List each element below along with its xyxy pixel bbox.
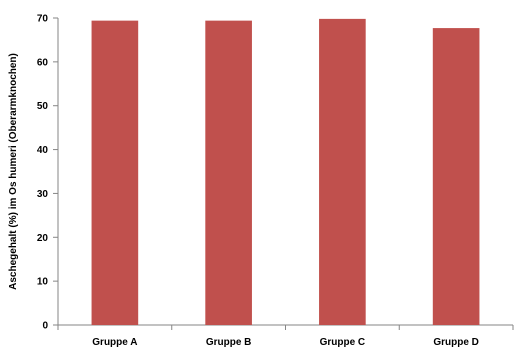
y-tick-label: 30 xyxy=(37,189,49,200)
bars xyxy=(91,18,480,326)
y-tick-label: 20 xyxy=(37,233,49,244)
bar-gruppe-c xyxy=(319,18,366,326)
y-tick-label: 60 xyxy=(37,57,49,68)
y-tick-label: 40 xyxy=(37,145,49,156)
y-tick-label: 50 xyxy=(37,101,49,112)
x-axis-labels: Gruppe A Gruppe B Gruppe C Gruppe D xyxy=(92,337,479,348)
x-tick-label: Gruppe D xyxy=(433,337,479,348)
bar-gruppe-d xyxy=(432,28,480,325)
x-tick-label: Gruppe B xyxy=(206,337,252,348)
y-tick-label: 0 xyxy=(42,321,48,332)
bar-gruppe-b xyxy=(205,20,252,325)
y-axis-title-group: Aschegehalt (%) im Os humeri (Oberarmkno… xyxy=(8,53,19,290)
bar-gruppe-a xyxy=(91,20,139,325)
x-tick-label: Gruppe C xyxy=(320,337,366,348)
y-tick-label: 10 xyxy=(37,277,49,288)
y-axis-title: Aschegehalt (%) im Os humeri (Oberarmkno… xyxy=(8,53,19,290)
y-axis-ticks: 0 10 20 30 40 50 60 70 xyxy=(37,14,58,332)
y-tick-label: 70 xyxy=(37,14,49,25)
x-tick-label: Gruppe A xyxy=(92,337,137,348)
